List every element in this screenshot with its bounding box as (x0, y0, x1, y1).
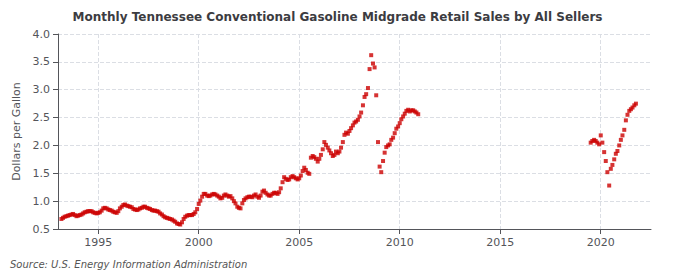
svg-text:2005: 2005 (285, 236, 313, 249)
svg-text:Dollars per Gallon: Dollars per Gallon (10, 82, 23, 181)
svg-text:3.0: 3.0 (33, 83, 51, 96)
svg-text:2.5: 2.5 (33, 111, 51, 124)
svg-text:2000: 2000 (185, 236, 213, 249)
svg-text:Monthly Tennessee Conventional: Monthly Tennessee Conventional Gasoline … (73, 10, 603, 24)
svg-text:1.5: 1.5 (33, 167, 51, 180)
svg-text:4.0: 4.0 (33, 28, 51, 41)
svg-text:2020: 2020 (587, 236, 615, 249)
svg-text:2010: 2010 (386, 236, 414, 249)
svg-text:3.5: 3.5 (33, 55, 51, 68)
svg-text:0.5: 0.5 (33, 223, 51, 236)
svg-text:2.0: 2.0 (33, 139, 51, 152)
svg-text:Source: U.S. Energy Informatio: Source: U.S. Energy Information Administ… (10, 259, 247, 270)
svg-text:2015: 2015 (486, 236, 514, 249)
svg-text:1995: 1995 (84, 236, 112, 249)
svg-text:1.0: 1.0 (33, 195, 51, 208)
